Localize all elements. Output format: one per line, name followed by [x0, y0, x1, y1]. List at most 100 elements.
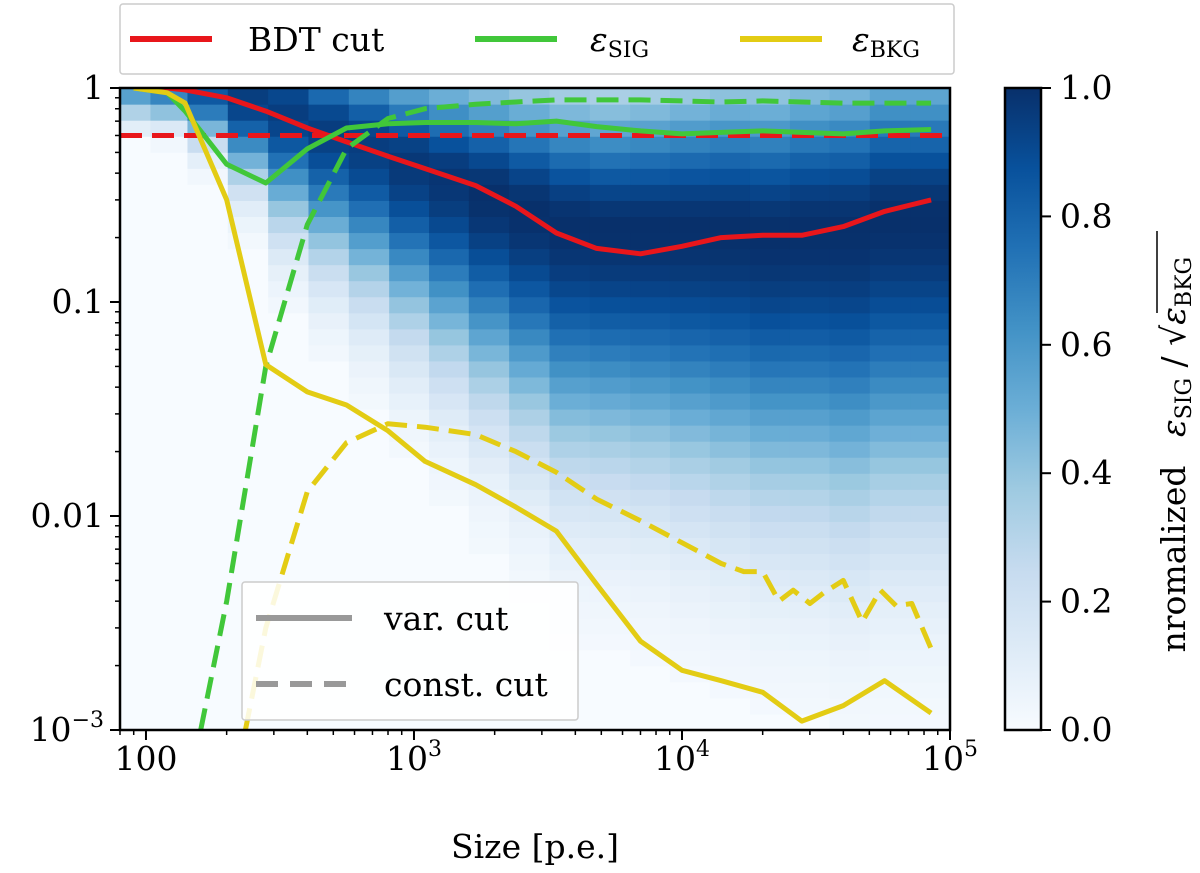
heatmap-cell — [669, 328, 711, 346]
heatmap-cell — [829, 457, 871, 474]
heatmap-cell — [910, 489, 950, 506]
series-layer — [120, 88, 950, 730]
heatmap-cell — [630, 344, 671, 362]
heatmap-cell — [589, 168, 631, 185]
heatmap-cell — [669, 264, 711, 282]
heatmap-cell — [509, 232, 551, 250]
heatmap-cell — [709, 376, 751, 394]
heatmap-cell — [789, 280, 831, 298]
legend-sig-sub: SIG — [608, 38, 649, 63]
heatmap-cell — [709, 569, 751, 587]
legend-label-const: const. cut — [384, 665, 548, 704]
heatmap-cell — [589, 569, 631, 587]
heatmap-cell — [829, 232, 871, 250]
heatmap-cell — [910, 457, 950, 474]
heatmap-cell — [589, 409, 631, 426]
heatmap-cell — [669, 344, 711, 362]
x-tick-label: 104 — [654, 737, 710, 778]
heatmap-cell — [910, 649, 950, 667]
heatmap-cell — [429, 152, 470, 169]
heatmap-cell — [509, 328, 551, 346]
heatmap-cell — [389, 376, 430, 394]
heatmap-cell — [749, 344, 791, 362]
heatmap-cell — [910, 392, 950, 410]
heatmap-cell — [749, 200, 791, 217]
heatmap-cell — [549, 216, 591, 234]
colorbar-gradient — [1003, 86, 1043, 732]
heatmap-cell — [869, 585, 911, 603]
heatmap-cell — [910, 360, 950, 378]
heatmap-cell — [709, 457, 751, 474]
heatmap-cell — [869, 521, 911, 538]
heatmap-cell — [709, 328, 751, 346]
heatmap-cell — [348, 328, 390, 346]
heatmap-cell — [589, 360, 631, 378]
legend-top: BDT cut εSIG εBKG — [119, 3, 955, 75]
heatmap-cell — [468, 104, 510, 121]
heatmap-cell — [669, 152, 711, 169]
y-tick-label: 10−3 — [30, 708, 104, 749]
heatmap-cell — [509, 136, 551, 153]
heatmap-cell — [869, 617, 911, 635]
heatmap-cell — [227, 200, 269, 217]
heatmap-cell — [829, 585, 871, 603]
heatmap-cell — [429, 392, 470, 410]
colorbar-title: nromalized εSIG / √εBKG — [1154, 231, 1197, 653]
heatmap-cell — [669, 312, 711, 330]
heatmap-cell — [869, 473, 911, 490]
heatmap-cell — [910, 184, 950, 201]
heatmap-cell — [630, 328, 671, 346]
heatmap-cell — [630, 280, 671, 298]
heatmap-cell — [549, 136, 591, 153]
heatmap-cell — [389, 88, 430, 105]
heatmap-cell — [869, 344, 911, 362]
heatmap-cell — [509, 152, 551, 169]
heatmap-cell — [869, 328, 911, 346]
heatmap-cell — [429, 409, 470, 426]
heatmap-cell — [829, 168, 871, 185]
heatmap-cell — [348, 280, 390, 298]
heatmap-cell — [120, 104, 152, 121]
heatmap-cell — [910, 248, 950, 266]
heatmap-cell — [429, 489, 470, 506]
heatmap-cell — [389, 409, 430, 426]
heatmap-cell — [268, 200, 310, 217]
heatmap-cell — [429, 136, 470, 153]
heatmap-cell — [389, 168, 430, 185]
heatmap-cell — [630, 601, 671, 619]
heatmap-cell — [749, 489, 791, 506]
heatmap-cell — [308, 328, 350, 346]
heatmap-cell — [630, 392, 671, 410]
heatmap-cell — [630, 425, 671, 442]
heatmap-cell — [829, 521, 871, 538]
heatmap-cell — [468, 280, 510, 298]
heatmap-cell — [389, 232, 430, 250]
heatmap-cell — [749, 360, 791, 378]
heatmap-cell — [669, 585, 711, 603]
heatmap-cell — [468, 344, 510, 362]
heatmap-cell — [709, 633, 751, 651]
heatmap-cell — [150, 136, 189, 153]
heatmap-cell — [549, 409, 591, 426]
heatmap-cell — [669, 360, 711, 378]
heatmap-cell — [348, 216, 390, 234]
heatmap-cell — [749, 537, 791, 555]
heatmap-cell — [630, 457, 671, 474]
heatmap-cell — [468, 296, 510, 314]
heatmap-cell — [709, 601, 751, 619]
heatmap-cell — [429, 441, 470, 458]
colorbar-title-math: εSIG / √εBKG — [1154, 257, 1197, 437]
heatmap-cell — [789, 665, 831, 683]
heatmap-cell — [468, 232, 510, 250]
y-tick-label: 0.1 — [52, 282, 104, 321]
heatmap-cell — [468, 312, 510, 330]
heatmap-cell — [709, 617, 751, 635]
heatmap-cell — [549, 200, 591, 217]
heatmap-cell — [789, 312, 831, 330]
series-line-5 — [242, 421, 934, 730]
heatmap-cell — [630, 104, 671, 121]
plot-frame — [118, 86, 952, 732]
heatmap-cell — [389, 296, 430, 314]
heatmap-cell — [709, 489, 751, 506]
heatmap-cell — [789, 617, 831, 635]
